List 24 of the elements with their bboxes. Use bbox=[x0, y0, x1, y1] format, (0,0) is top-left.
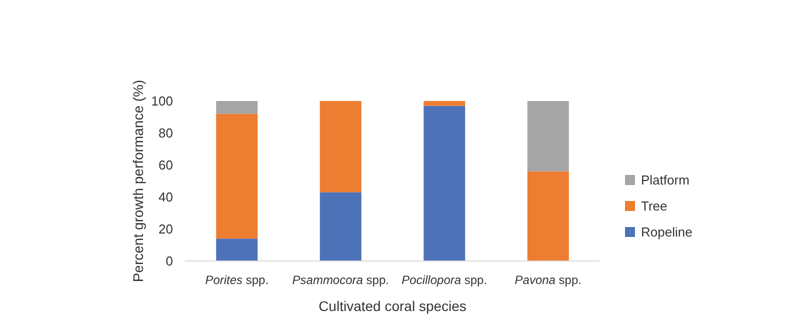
bar bbox=[424, 106, 466, 261]
bar bbox=[320, 101, 362, 192]
bar bbox=[216, 238, 258, 261]
bar bbox=[216, 114, 258, 239]
legend-label: Tree bbox=[641, 198, 668, 214]
bar bbox=[527, 101, 569, 172]
bar bbox=[424, 101, 466, 106]
y-tick-label: 20 bbox=[158, 222, 173, 237]
y-axis-title: Percent growth performance (%) bbox=[130, 80, 146, 282]
x-tick-label: Porites spp. bbox=[205, 273, 269, 287]
y-tick-label: 100 bbox=[151, 94, 173, 109]
legend-label: Platform bbox=[641, 172, 690, 188]
legend-label: Ropeline bbox=[641, 224, 692, 240]
bar bbox=[320, 192, 362, 261]
y-tick-label: 40 bbox=[158, 190, 173, 205]
x-tick-label: Pocillopora spp. bbox=[402, 273, 488, 287]
bar bbox=[216, 101, 258, 114]
x-tick-label: Pavona spp. bbox=[514, 273, 582, 287]
y-tick-label: 80 bbox=[158, 126, 173, 141]
bar bbox=[527, 171, 569, 261]
y-tick-label: 60 bbox=[158, 158, 173, 173]
x-tick-label: Psammocora spp. bbox=[292, 273, 389, 287]
x-axis-title: Cultivated coral species bbox=[318, 298, 466, 314]
y-tick-label: 0 bbox=[166, 254, 173, 269]
